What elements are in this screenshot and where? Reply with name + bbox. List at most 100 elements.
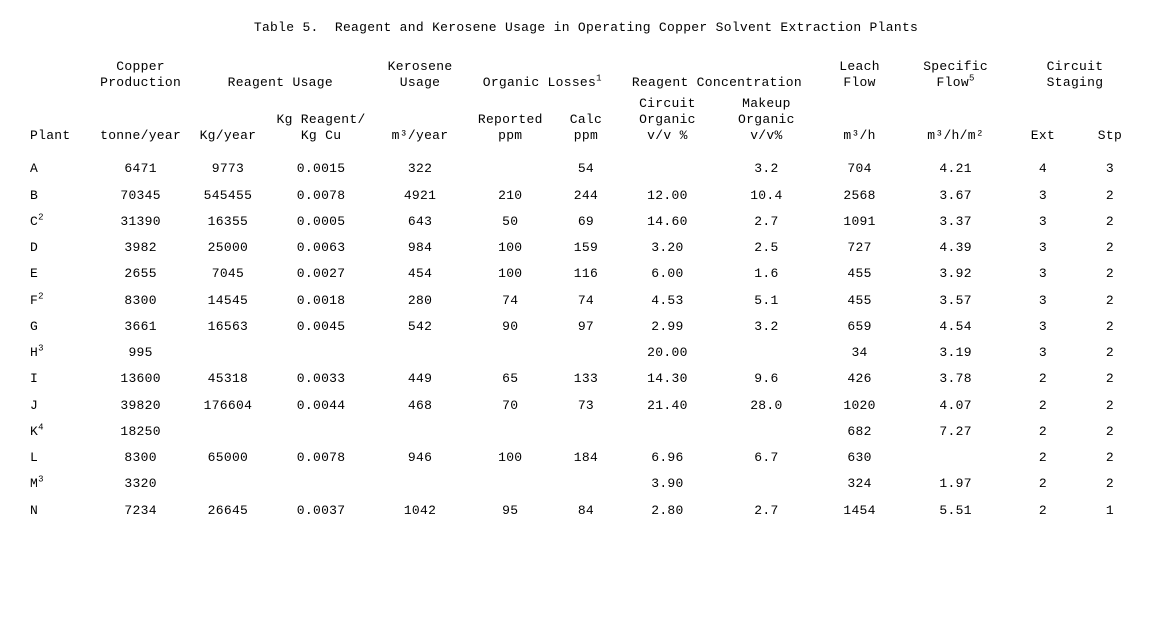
sub-stp: Stp (1078, 96, 1142, 157)
data-table: Copper Production Reagent Usage Kerosene… (30, 59, 1142, 524)
table-cell: 50 (467, 209, 554, 235)
table-cell (373, 340, 466, 366)
table-cell: 8300 (94, 288, 187, 314)
hdr-kerosene-usage: Kerosene Usage (373, 59, 466, 96)
table-cell: 2.7 (717, 209, 816, 235)
table-cell: 65000 (187, 445, 269, 471)
table-cell: 6.7 (717, 445, 816, 471)
table-row: E265570450.00274541001166.001.64553.9232 (30, 261, 1142, 287)
table-cell: 4.53 (618, 288, 717, 314)
table-cell: 2.80 (618, 498, 717, 524)
table-cell: 3.90 (618, 471, 717, 497)
sub-makeup-organic: Makeup Organic v/v% (717, 96, 816, 157)
table-cell: A (30, 156, 94, 182)
table-cell: 3.20 (618, 235, 717, 261)
hdr-organic-losses: Organic Losses1 (467, 59, 618, 96)
table-cell: 74 (554, 288, 618, 314)
table-cell: 4 (1008, 156, 1078, 182)
table-cell: 9773 (187, 156, 269, 182)
table-cell: 2 (1078, 209, 1142, 235)
table-cell (717, 340, 816, 366)
table-cell: 2 (1078, 314, 1142, 340)
col-plant-spacer (30, 59, 94, 96)
table-cell: 0.0078 (269, 445, 374, 471)
table-cell: 2 (1078, 419, 1142, 445)
table-row: D3982250000.00639841001593.202.57274.393… (30, 235, 1142, 261)
table-cell: 4.54 (903, 314, 1008, 340)
table-cell: 2.99 (618, 314, 717, 340)
table-cell: 28.0 (717, 393, 816, 419)
table-cell: 90 (467, 314, 554, 340)
table-cell: 2 (1078, 288, 1142, 314)
table-cell: 643 (373, 209, 466, 235)
sub-circuit-organic: Circuit Organic v/v % (618, 96, 717, 157)
table-cell: E (30, 261, 94, 287)
sub-calc-ppm: Calc ppm (554, 96, 618, 157)
table-cell (717, 419, 816, 445)
table-cell: 7045 (187, 261, 269, 287)
table-cell: 5.51 (903, 498, 1008, 524)
table-cell: 100 (467, 235, 554, 261)
table-cell: 3.37 (903, 209, 1008, 235)
hdr-reagent-concentration: Reagent Concentration (618, 59, 816, 96)
hdr-specific-flow: Specific Flow5 (903, 59, 1008, 96)
table-cell: 3.78 (903, 366, 1008, 392)
table-cell: 322 (373, 156, 466, 182)
table-cell: N (30, 498, 94, 524)
table-cell: 100 (467, 261, 554, 287)
table-cell: 6.96 (618, 445, 717, 471)
table-cell (467, 340, 554, 366)
table-cell: 2 (1078, 393, 1142, 419)
table-cell: 16563 (187, 314, 269, 340)
table-cell: L (30, 445, 94, 471)
table-cell: 69 (554, 209, 618, 235)
table-cell: 2 (1008, 471, 1078, 497)
table-cell: 454 (373, 261, 466, 287)
table-cell: 14.60 (618, 209, 717, 235)
table-cell: 10.4 (717, 183, 816, 209)
table-cell: 455 (816, 261, 903, 287)
table-cell: 210 (467, 183, 554, 209)
table-cell: 1042 (373, 498, 466, 524)
table-cell (269, 471, 374, 497)
table-row: F28300145450.001828074744.535.14553.5732 (30, 288, 1142, 314)
table-cell: 3 (1008, 209, 1078, 235)
table-cell: 3 (1008, 261, 1078, 287)
table-cell: 16355 (187, 209, 269, 235)
table-cell: 6.00 (618, 261, 717, 287)
table-cell: 659 (816, 314, 903, 340)
table-cell: M3 (30, 471, 94, 497)
table-cell: 95 (467, 498, 554, 524)
table-cell: 3 (1078, 156, 1142, 182)
sub-m3-h: m³/h (816, 96, 903, 157)
table-cell (187, 419, 269, 445)
table-cell: 14.30 (618, 366, 717, 392)
table-cell: 25000 (187, 235, 269, 261)
table-cell: 9.6 (717, 366, 816, 392)
table-cell: 70 (467, 393, 554, 419)
table-cell: 100 (467, 445, 554, 471)
table-cell (618, 419, 717, 445)
table-cell: 20.00 (618, 340, 717, 366)
table-cell: 984 (373, 235, 466, 261)
table-cell: 4.07 (903, 393, 1008, 419)
table-cell: 4.21 (903, 156, 1008, 182)
table-cell: 45318 (187, 366, 269, 392)
table-cell: 2 (1078, 471, 1142, 497)
table-cell: 946 (373, 445, 466, 471)
table-cell: 0.0078 (269, 183, 374, 209)
table-cell: 184 (554, 445, 618, 471)
table-cell: G (30, 314, 94, 340)
table-cell: 159 (554, 235, 618, 261)
table-cell (269, 340, 374, 366)
table-cell: H3 (30, 340, 94, 366)
table-cell: 73 (554, 393, 618, 419)
table-cell: 0.0063 (269, 235, 374, 261)
hdr-reagent-usage: Reagent Usage (187, 59, 373, 96)
table-cell: 3 (1008, 314, 1078, 340)
table-cell: 74 (467, 288, 554, 314)
table-cell: 2 (1078, 183, 1142, 209)
table-cell: 545455 (187, 183, 269, 209)
table-cell: 1.97 (903, 471, 1008, 497)
table-row: G3661165630.004554290972.993.26594.5432 (30, 314, 1142, 340)
